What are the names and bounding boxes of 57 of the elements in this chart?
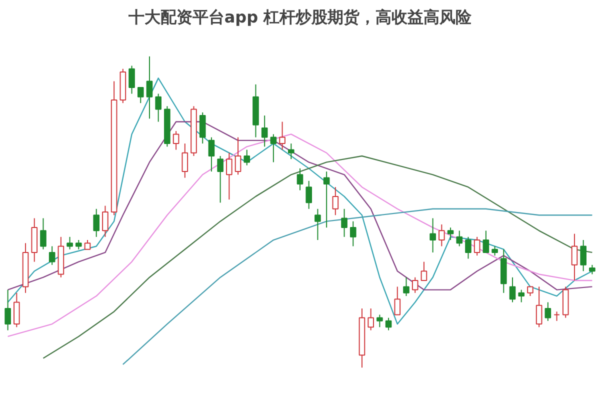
candlestick — [155, 93, 162, 122]
candlestick — [368, 308, 374, 331]
candlestick — [518, 289, 525, 303]
candlestick — [430, 218, 436, 253]
candlestick — [137, 87, 144, 104]
candlestick — [527, 286, 534, 297]
chart-title: 十大配资平台app 杠杆炒股期货，高收益高风险 — [127, 8, 473, 26]
candlestick — [332, 186, 339, 216]
candlestick — [394, 286, 401, 316]
candlestick — [403, 276, 410, 297]
candlestick — [554, 311, 560, 322]
candlestick — [261, 115, 268, 148]
candlestick — [420, 261, 428, 281]
candlestick — [544, 302, 552, 322]
candlestick — [146, 56, 153, 120]
candlestick — [296, 168, 304, 191]
candlestick — [66, 236, 73, 250]
candlestick — [412, 276, 418, 294]
candlestick — [474, 236, 480, 256]
candlestick — [270, 134, 277, 163]
candlestick — [482, 230, 490, 253]
candlestick — [234, 136, 242, 176]
candlestick — [279, 121, 286, 150]
candlestick — [102, 205, 108, 238]
candlestick — [341, 208, 348, 238]
candlestick — [306, 180, 312, 210]
candlestick — [199, 112, 206, 144]
candlestick — [75, 240, 82, 250]
candlestick — [226, 152, 232, 200]
candlestick — [438, 224, 445, 247]
candlestick — [589, 264, 596, 275]
candlestick — [244, 149, 250, 166]
candlestick — [40, 218, 46, 250]
candlestick — [536, 286, 542, 328]
candlestick — [350, 220, 356, 247]
candlestick — [492, 246, 498, 256]
candlestick — [465, 236, 472, 260]
candlestick — [580, 240, 586, 272]
candlestick — [323, 171, 330, 228]
candlestick — [456, 230, 463, 247]
candlestick — [4, 289, 11, 331]
candlestick — [84, 240, 91, 250]
candlestick — [128, 65, 135, 94]
candlestick — [48, 246, 56, 266]
candlestick — [208, 136, 215, 172]
candlestick — [385, 317, 392, 331]
candlestick — [571, 233, 578, 281]
candlestick — [447, 227, 454, 241]
candlestick — [14, 292, 20, 328]
candlestick — [182, 143, 188, 178]
candlestick — [376, 314, 383, 328]
candlestick — [314, 208, 321, 241]
candlestick — [93, 208, 100, 238]
candlestick — [217, 155, 224, 204]
candlestick — [172, 130, 180, 150]
candlestick — [288, 143, 294, 160]
candlestick — [509, 276, 516, 303]
